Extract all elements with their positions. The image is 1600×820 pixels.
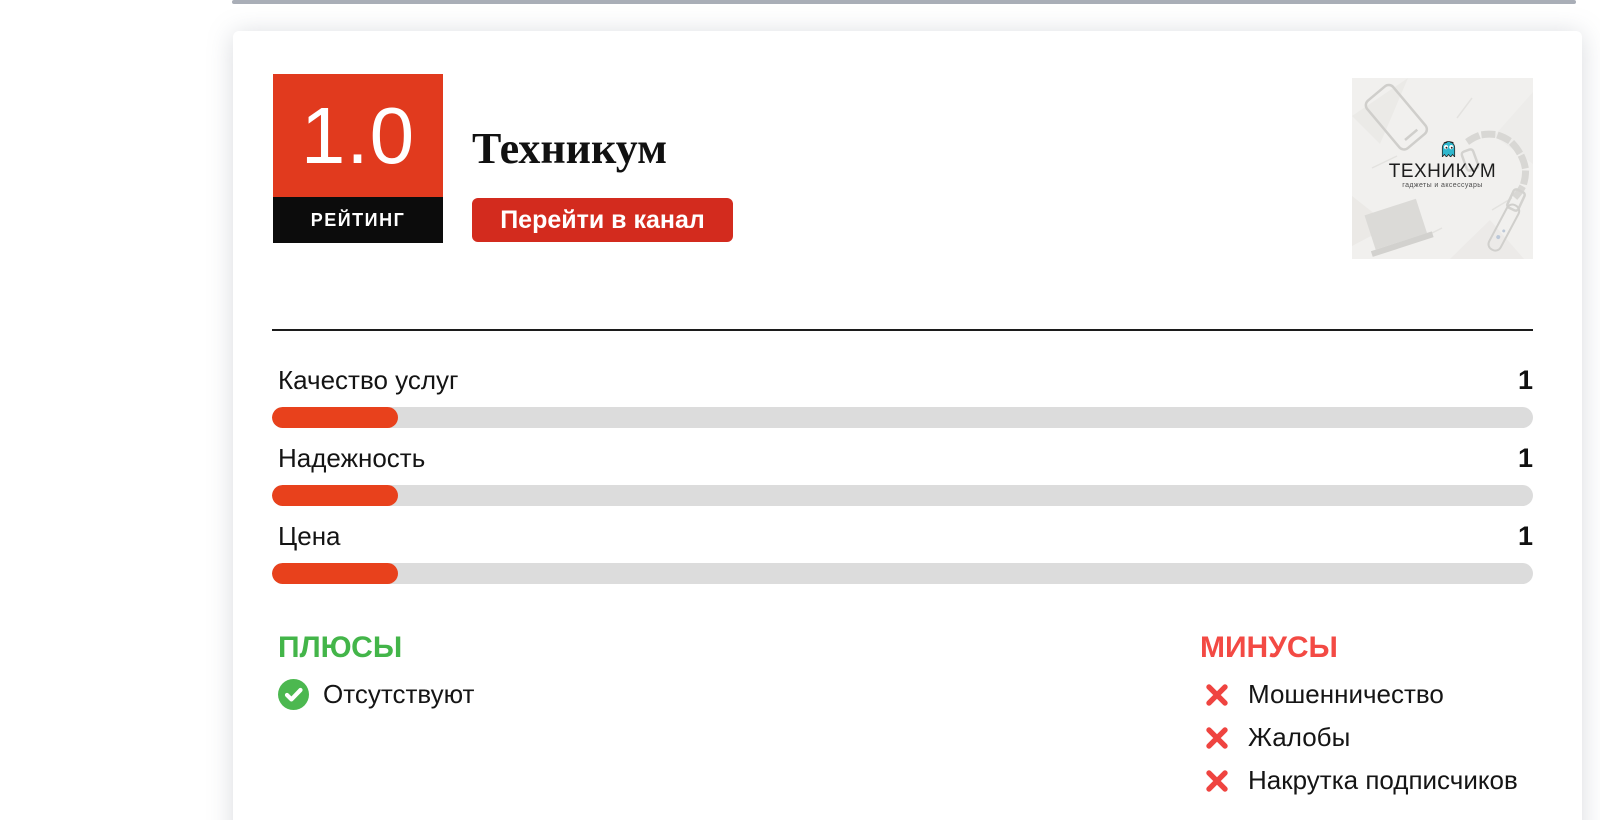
metric-row: Цена 1 <box>272 521 1533 599</box>
section-divider <box>272 329 1533 331</box>
cons-item-text: Мошенничество <box>1248 679 1444 709</box>
pros-item-text: Отсутствуют <box>323 679 475 709</box>
channel-title: Техникум <box>472 124 668 173</box>
metric-value: 1 <box>1517 443 1533 473</box>
metric-bar-fill <box>272 485 399 506</box>
cons-item-text: Накрутка подписчиков <box>1248 765 1518 795</box>
cons-list: Мошенничество Жалобы Накрутка подписчико… <box>1200 673 1600 802</box>
pros-title: ПЛЮСЫ <box>278 631 403 664</box>
metric-row: Надежность 1 <box>272 443 1533 521</box>
rating-label: РЕЙТИНГ <box>273 197 443 243</box>
metric-bar <box>272 407 1533 428</box>
top-divider-strip <box>232 0 1576 4</box>
cross-icon <box>1205 683 1229 707</box>
go-to-channel-button[interactable]: Перейти в канал <box>472 198 733 242</box>
metric-row: Качество услуг 1 <box>272 365 1533 443</box>
metric-label: Надежность <box>278 443 426 473</box>
metric-bar-fill <box>272 563 399 584</box>
cross-icon <box>1205 726 1229 750</box>
pros-item: Отсутствуют <box>278 673 798 716</box>
cons-section: МИНУСЫ Мошенничество Жалобы Накрутка под… <box>1200 632 1600 802</box>
cons-title: МИНУСЫ <box>1200 631 1338 664</box>
metric-bar <box>272 485 1533 506</box>
cons-item-text: Жалобы <box>1248 722 1351 752</box>
metrics-list: Качество услуг 1 Надежность 1 Цена 1 <box>272 365 1533 599</box>
metric-bar-fill <box>272 407 399 428</box>
logo-doodles <box>1352 78 1533 259</box>
cons-item: Жалобы <box>1205 716 1600 759</box>
channel-logo: ТЕХНИКУМ гаджеты и аксессуары <box>1352 78 1533 259</box>
cons-item: Мошенничество <box>1205 673 1600 716</box>
metric-label: Цена <box>278 521 341 551</box>
rating-score: 1.0 <box>273 74 443 197</box>
check-icon <box>278 679 309 710</box>
metric-value: 1 <box>1517 521 1533 551</box>
pros-section: ПЛЮСЫ Отсутствуют <box>278 632 798 716</box>
logo-tagline: гаджеты и аксессуары <box>1402 182 1483 189</box>
cross-icon <box>1205 769 1229 793</box>
metric-bar <box>272 563 1533 584</box>
rating-badge: 1.0 РЕЙТИНГ <box>273 74 443 243</box>
logo-title: ТЕХНИКУМ <box>1388 161 1497 182</box>
metric-label: Качество услуг <box>278 365 459 395</box>
metric-value: 1 <box>1517 365 1533 395</box>
pros-list: Отсутствуют <box>278 673 798 716</box>
channel-rating-card: 1.0 РЕЙТИНГ Техникум Перейти в канал <box>233 31 1582 820</box>
cons-item: Накрутка подписчиков <box>1205 759 1600 802</box>
ghost-icon <box>1441 141 1456 157</box>
